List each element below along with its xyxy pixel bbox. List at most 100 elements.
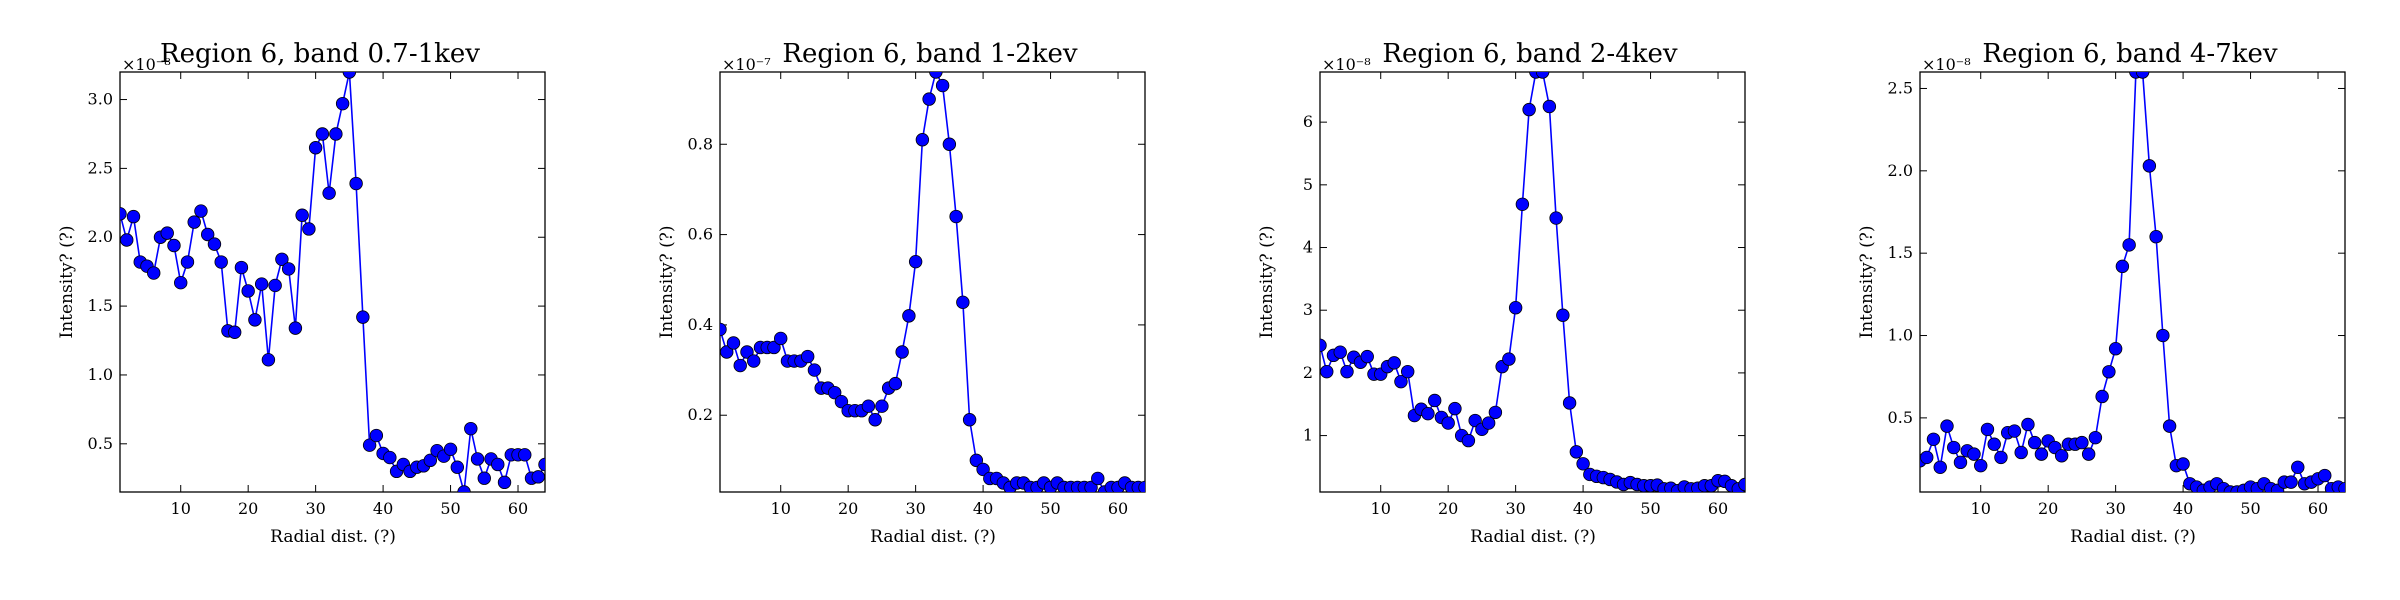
y-tick-label: 0.2 — [688, 405, 713, 424]
data-point — [1508, 301, 1523, 315]
y-tick-label: 3.0 — [88, 90, 113, 109]
data-point — [160, 226, 174, 240]
data-point — [1953, 455, 1968, 470]
data-point — [443, 442, 458, 457]
data-point — [2142, 159, 2157, 173]
data-point — [1967, 447, 1981, 461]
x-tick-label: 60 — [2308, 499, 2328, 518]
x-tick-label: 10 — [1971, 499, 1991, 518]
data-point — [261, 353, 276, 367]
data-point — [2291, 460, 2305, 474]
data-point — [720, 345, 734, 359]
series-line — [1320, 72, 1745, 492]
data-point — [1974, 458, 1988, 473]
data-point — [2034, 447, 2049, 461]
data-point — [2318, 468, 2332, 483]
data-point — [180, 255, 195, 269]
y-tick-label: 1 — [1303, 426, 1313, 445]
data-point — [214, 255, 228, 269]
data-point — [902, 309, 916, 323]
data-point — [1562, 396, 1577, 410]
data-point — [747, 354, 761, 368]
data-point — [457, 485, 471, 492]
data-point — [895, 345, 909, 359]
x-tick-label: 30 — [905, 499, 925, 518]
series-line — [720, 72, 1145, 492]
data-point — [834, 394, 849, 409]
x-axis-label: Radial dist. (?) — [870, 527, 996, 547]
data-point — [1947, 440, 1961, 455]
data-point — [1481, 416, 1496, 430]
x-tick-label: 20 — [2038, 499, 2058, 518]
x-tick-label: 60 — [1108, 499, 1128, 518]
x-tick-label: 30 — [305, 499, 325, 518]
data-point — [268, 278, 282, 293]
data-point — [308, 141, 323, 155]
data-point — [2081, 447, 2096, 461]
x-tick-label: 20 — [1438, 499, 1458, 518]
y-multiplier-label: ×10⁻⁸ — [1922, 55, 1971, 74]
data-point — [2102, 365, 2116, 379]
data-point — [281, 262, 296, 276]
data-point — [383, 450, 397, 465]
data-point — [1340, 364, 1354, 379]
data-point — [2027, 435, 2042, 450]
data-point — [531, 470, 545, 484]
data-point — [342, 72, 357, 79]
x-axis-label: Radial dist. (?) — [270, 527, 396, 547]
data-point — [167, 238, 181, 253]
data-point — [335, 96, 350, 111]
data-point — [470, 452, 485, 466]
axes-layer: 10 20 30 40 50 60 1 2 3 4 5 6 — [1303, 71, 1746, 518]
series-group — [1920, 72, 2345, 492]
data-point — [227, 325, 242, 339]
data-point — [1320, 364, 1334, 379]
data-point — [329, 127, 343, 141]
x-tick-label: 10 — [771, 499, 791, 518]
data-point — [827, 385, 842, 400]
x-tick-label: 10 — [1371, 499, 1391, 518]
x-tick-label: 60 — [1708, 499, 1728, 518]
series-line — [120, 72, 545, 492]
x-tick-label: 40 — [373, 499, 393, 518]
data-point — [949, 209, 963, 224]
data-point — [322, 186, 336, 200]
x-tick-label: 50 — [1640, 499, 1660, 518]
data-point — [2115, 259, 2130, 274]
plot-frame — [119, 71, 546, 493]
axes-layer: 10 20 30 40 50 60 0.2 0.4 0.6 0.8 — [688, 71, 1146, 518]
data-point — [1421, 406, 1435, 421]
plot-frame — [1319, 71, 1746, 493]
data-point — [2054, 449, 2069, 463]
data-point — [2007, 424, 2022, 438]
data-point — [767, 340, 781, 355]
data-point — [2014, 445, 2028, 460]
chart-title: Region 6, band 1-2kev — [782, 39, 1077, 69]
data-point — [464, 421, 478, 436]
y-tick-label: 0.8 — [688, 134, 713, 153]
y-tick-label: 2.5 — [1888, 78, 1913, 97]
data-point — [194, 204, 208, 218]
data-point — [1576, 457, 1590, 471]
data-point — [1502, 352, 1516, 366]
y-axis-label: Intensity? (?) — [1857, 226, 1877, 339]
data-point — [733, 358, 747, 373]
x-tick-label: 50 — [2240, 499, 2260, 518]
x-tick-label: 40 — [1573, 499, 1593, 518]
data-point — [2075, 435, 2089, 450]
data-point — [2284, 475, 2298, 489]
data-point — [423, 453, 438, 468]
data-point — [369, 428, 384, 443]
data-point — [1569, 445, 1584, 459]
y-tick-label: 3 — [1303, 300, 1313, 319]
data-point — [1091, 471, 1105, 486]
y-tick-label: 1.0 — [1888, 326, 1913, 345]
data-point — [120, 233, 134, 247]
data-point — [207, 237, 222, 251]
data-point — [1461, 433, 1476, 448]
data-point — [908, 254, 923, 269]
chart-panel-0: Region 6, band 0.7-1kev ×10⁻⁸ Radial dis… — [57, 39, 546, 547]
data-point — [241, 284, 255, 298]
data-point — [315, 127, 330, 141]
